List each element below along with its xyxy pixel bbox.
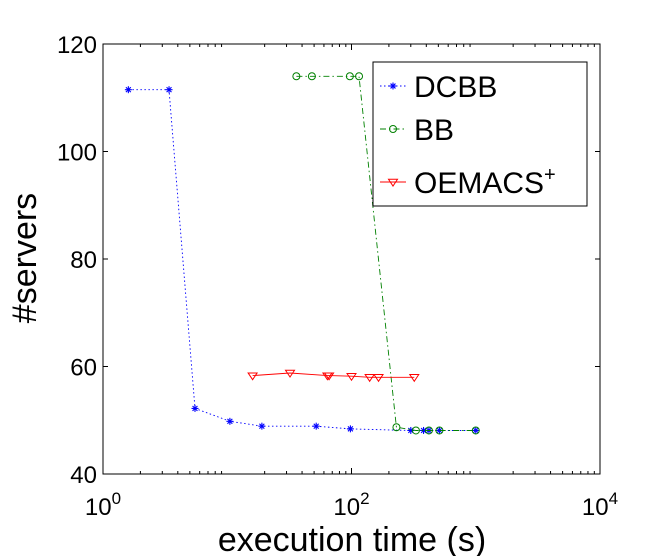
data-point: [435, 426, 444, 435]
data-point: [247, 372, 259, 381]
ticks: 40 60 80 100 120 100 102 104: [57, 32, 618, 521]
y-tick-label: 120: [57, 32, 97, 59]
data-point: [345, 72, 354, 81]
data-point: [284, 369, 296, 378]
data-point: [124, 86, 132, 94]
series-oemacs: [247, 369, 420, 383]
legend-marker: [387, 178, 399, 187]
series-line: [128, 89, 476, 431]
y-tick-label: 60: [70, 355, 97, 382]
data-point: [191, 404, 199, 412]
y-tick-label: 100: [57, 140, 97, 167]
data-point: [408, 374, 420, 383]
legend-label: OEMACS+: [414, 164, 556, 200]
data-point: [373, 374, 384, 383]
y-tick-label: 40: [70, 462, 97, 489]
series-line: [252, 372, 415, 378]
legend-label: DCBB: [414, 71, 497, 104]
data-point: [471, 426, 480, 435]
data-point: [307, 72, 316, 81]
plot-frame: [102, 43, 601, 475]
data-point: [346, 425, 354, 433]
x-tick-label: 104: [582, 489, 618, 521]
x-axis-title: execution time (s): [218, 521, 486, 556]
data-point: [292, 72, 301, 81]
x-tick-label: 100: [85, 489, 121, 521]
series-layer: [124, 72, 480, 435]
data-point: [411, 426, 420, 435]
legend-marker: [389, 125, 397, 133]
data-point: [165, 86, 173, 94]
series-bb: [292, 72, 480, 435]
data-point: [355, 72, 364, 81]
y-tick-label: 80: [70, 247, 97, 274]
legend-entry-dcbb: DCBB: [380, 71, 497, 104]
series-dcbb: [124, 86, 480, 434]
data-point: [424, 426, 433, 435]
data-point: [312, 422, 320, 430]
data-point: [392, 423, 401, 432]
data-point: [364, 374, 376, 383]
legend-entry-oemacs: OEMACS+: [380, 164, 556, 200]
data-point: [323, 372, 335, 381]
data-point: [226, 417, 234, 425]
legend: DCBB BB OEMACS+: [372, 61, 588, 207]
data-point: [258, 422, 266, 430]
legend-marker: [389, 82, 397, 90]
legend-entry-bb: BB: [380, 114, 454, 147]
legend-box: [372, 61, 588, 207]
data-point: [435, 426, 443, 434]
y-axis-title: #servers: [6, 193, 44, 323]
legend-label: BB: [414, 114, 454, 147]
data-point: [346, 372, 357, 382]
x-tick-label: 102: [333, 489, 369, 521]
